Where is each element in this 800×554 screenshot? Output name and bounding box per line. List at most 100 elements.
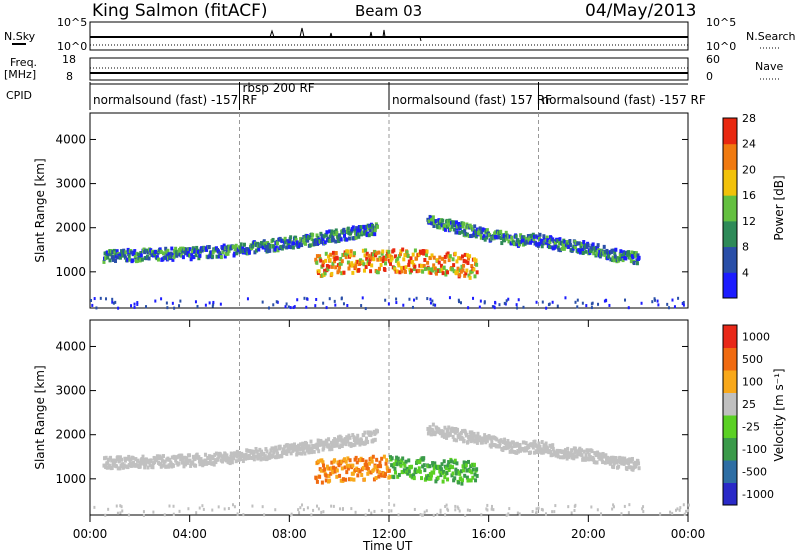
power-cell: [462, 221, 466, 226]
velocity-cell: [401, 456, 405, 461]
power-cell: [453, 223, 457, 228]
velocity-cell: [590, 505, 593, 509]
power-cells: [90, 214, 685, 311]
power-cell: [636, 253, 640, 258]
velocity-cell: [447, 468, 451, 473]
power-cell: [359, 225, 363, 230]
velocity-cell: [474, 437, 478, 442]
velocity-cell: [444, 504, 447, 508]
velocity-cell: [361, 458, 365, 463]
power-cell: [437, 268, 441, 273]
power-cell: [519, 235, 523, 240]
velocity-cell: [596, 508, 599, 512]
power-cell: [624, 256, 628, 261]
velocity-cell: [454, 471, 458, 476]
power-cell: [170, 246, 174, 251]
velocity-cell: [364, 459, 368, 464]
velocity-cell: [119, 504, 122, 508]
velocity-cell: [495, 437, 499, 442]
power-cell: [169, 254, 173, 259]
power-cell: [494, 301, 497, 305]
velocity-cell: [377, 474, 381, 479]
velocity-cell: [431, 463, 435, 468]
power-cell: [411, 305, 414, 309]
power-cell: [384, 257, 388, 262]
power-cell: [120, 249, 124, 254]
power-cell: [127, 254, 131, 259]
power-cell: [272, 244, 276, 249]
colorbar-tick-label: 4: [742, 266, 749, 279]
date-label: 04/May/2013: [585, 1, 697, 21]
power-cell: [145, 305, 148, 309]
velocity-cell: [202, 507, 205, 511]
velocity-cell: [527, 445, 531, 450]
power-cell: [464, 231, 468, 236]
power-cell: [573, 239, 577, 244]
power-cell: [457, 221, 461, 226]
velocity-cell: [429, 473, 433, 478]
velocity-cell: [525, 448, 529, 453]
velocity-cell: [160, 456, 164, 461]
power-cell: [123, 255, 127, 260]
power-cell: [315, 233, 319, 238]
power-cell: [499, 229, 503, 234]
power-cell: [585, 304, 588, 308]
velocity-cell: [295, 449, 299, 454]
power-cell: [173, 248, 177, 253]
velocity-cell: [348, 435, 352, 440]
power-cell: [330, 271, 334, 276]
velocity-cell: [285, 443, 289, 448]
velocity-cell: [521, 446, 525, 451]
power-cell: [351, 263, 355, 268]
y-tick-label: 4000: [55, 339, 86, 353]
velocity-cell: [541, 508, 544, 512]
velocity-cell: [396, 474, 400, 479]
power-cell: [432, 223, 436, 228]
velocity-cell: [189, 463, 193, 468]
power-cell: [475, 227, 479, 232]
power-cell: [155, 255, 159, 260]
power-cell: [301, 238, 305, 243]
power-cell: [595, 251, 599, 256]
power-cell: [621, 258, 625, 263]
velocity-cell: [453, 430, 457, 435]
velocity-cell: [106, 458, 110, 463]
velocity-cell: [580, 448, 584, 453]
velocity-cell: [470, 462, 474, 467]
power-cell: [353, 251, 357, 256]
velocity-cell: [353, 442, 357, 447]
velocity-cell: [373, 437, 377, 442]
velocity-cell: [555, 448, 559, 453]
velocity-cell: [422, 463, 426, 468]
velocity-cell: [271, 454, 275, 459]
power-cell: [591, 246, 595, 251]
velocity-cell: [234, 459, 238, 464]
velocity-cell: [208, 457, 212, 462]
plot-title: King Salmon (fitACF): [92, 1, 268, 21]
power-cell: [225, 249, 229, 254]
power-cell: [335, 230, 339, 235]
power-cell: [421, 249, 425, 254]
colorbar-swatch: [723, 220, 737, 248]
power-cell: [521, 242, 525, 247]
power-cell: [635, 258, 639, 263]
velocity-cell: [422, 456, 426, 461]
velocity-cell: [628, 457, 632, 462]
velocity-cell: [475, 473, 479, 478]
power-cell: [210, 250, 214, 255]
power-cell: [393, 254, 397, 259]
power-cell: [417, 268, 421, 273]
power-cell: [317, 269, 321, 274]
velocity-cell: [350, 507, 353, 511]
velocity-cell: [337, 463, 341, 468]
power-cell: [529, 240, 533, 245]
velocity-cell: [198, 462, 202, 467]
power-cell: [240, 249, 244, 254]
power-cell: [371, 223, 375, 228]
colorbar-swatch: [723, 169, 737, 196]
velocity-cell: [325, 473, 329, 478]
power-cell: [466, 261, 470, 266]
velocity-cell: [472, 462, 476, 467]
power-cell: [577, 241, 581, 246]
